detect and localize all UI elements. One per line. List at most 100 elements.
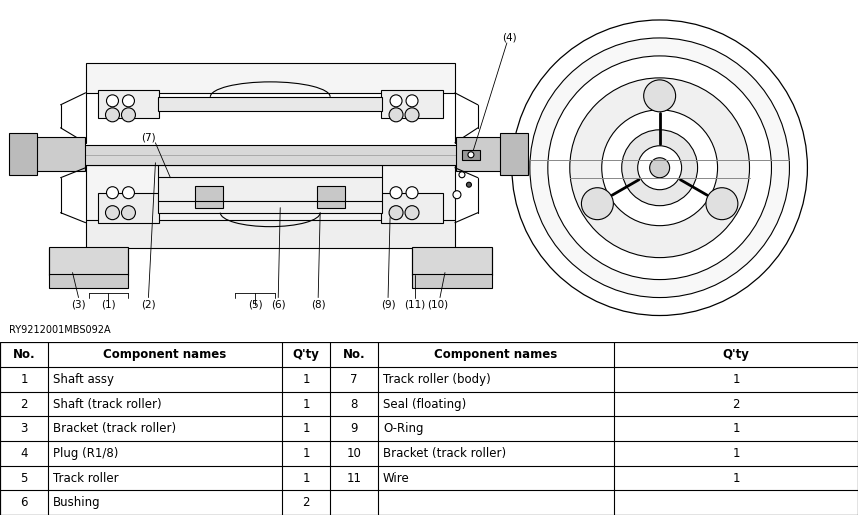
Text: 4: 4 (21, 447, 27, 460)
Bar (196, 186, 223, 208)
Text: (10): (10) (427, 300, 449, 310)
Text: 5: 5 (21, 472, 27, 485)
Bar (456, 137, 516, 171)
Bar (49, 273, 129, 287)
Circle shape (390, 187, 402, 199)
Text: (11): (11) (404, 300, 426, 310)
Bar (9, 133, 37, 175)
Circle shape (601, 110, 717, 226)
Text: Q'ty: Q'ty (722, 348, 749, 362)
Bar (381, 90, 443, 118)
Bar (86, 63, 455, 93)
Text: No.: No. (342, 348, 366, 362)
Text: Bushing: Bushing (53, 496, 100, 509)
Bar (412, 247, 492, 274)
Circle shape (467, 182, 471, 187)
Text: 3: 3 (21, 422, 27, 435)
Text: Q'ty: Q'ty (293, 348, 319, 362)
Circle shape (390, 95, 402, 107)
Text: 1: 1 (302, 447, 310, 460)
Bar (317, 186, 345, 208)
Circle shape (406, 95, 418, 107)
Circle shape (706, 187, 738, 220)
Circle shape (122, 205, 136, 220)
Text: 1: 1 (302, 422, 310, 435)
Text: 1: 1 (302, 373, 310, 386)
Text: 1: 1 (732, 373, 740, 386)
Circle shape (637, 146, 681, 190)
Bar (159, 97, 382, 111)
Bar (98, 90, 160, 118)
Circle shape (622, 130, 698, 205)
Circle shape (406, 187, 418, 199)
Text: 1: 1 (302, 398, 310, 410)
Text: 2: 2 (21, 398, 27, 410)
Text: (2): (2) (141, 300, 156, 310)
Circle shape (468, 152, 474, 158)
Text: (6): (6) (271, 300, 286, 310)
Text: Shaft (track roller): Shaft (track roller) (53, 398, 161, 410)
Bar (462, 150, 480, 160)
Bar (98, 193, 160, 222)
Text: (8): (8) (311, 300, 325, 310)
Text: Track roller (body): Track roller (body) (383, 373, 491, 386)
Bar (28, 145, 512, 165)
Bar (381, 193, 443, 222)
Text: (3): (3) (71, 300, 86, 310)
Circle shape (459, 171, 465, 178)
Circle shape (106, 95, 118, 107)
Text: 1: 1 (302, 472, 310, 485)
Text: 10: 10 (347, 447, 361, 460)
Circle shape (123, 95, 135, 107)
Circle shape (453, 191, 461, 199)
Text: 2: 2 (302, 496, 310, 509)
Text: Component names: Component names (103, 348, 227, 362)
Text: (7): (7) (141, 133, 156, 143)
Text: Bracket (track roller): Bracket (track roller) (53, 422, 176, 435)
Text: 1: 1 (732, 447, 740, 460)
Text: 1: 1 (732, 422, 740, 435)
Text: 2: 2 (732, 398, 740, 410)
Bar (500, 133, 528, 175)
Text: 6: 6 (21, 496, 27, 509)
Text: 1: 1 (21, 373, 27, 386)
Bar (86, 165, 455, 222)
Text: Wire: Wire (383, 472, 410, 485)
Text: RY9212001MBS092A: RY9212001MBS092A (9, 325, 111, 335)
Circle shape (547, 56, 771, 280)
Text: 1: 1 (732, 472, 740, 485)
Circle shape (389, 205, 403, 220)
Circle shape (106, 205, 119, 220)
Circle shape (512, 20, 807, 316)
Circle shape (123, 187, 135, 199)
Text: Bracket (track roller): Bracket (track roller) (383, 447, 506, 460)
Text: 11: 11 (347, 472, 361, 485)
Text: 9: 9 (350, 422, 358, 435)
Circle shape (582, 187, 613, 220)
Text: 7: 7 (350, 373, 358, 386)
Bar (412, 273, 492, 287)
Circle shape (106, 187, 118, 199)
Circle shape (570, 78, 750, 258)
Text: Seal (floating): Seal (floating) (383, 398, 466, 410)
Bar (86, 220, 455, 248)
Bar (159, 165, 382, 213)
Bar (13, 137, 85, 171)
Text: (4): (4) (503, 33, 517, 43)
Text: (1): (1) (101, 300, 116, 310)
Circle shape (405, 205, 419, 220)
Circle shape (389, 108, 403, 122)
Circle shape (644, 80, 675, 112)
Circle shape (405, 108, 419, 122)
Text: (9): (9) (381, 300, 396, 310)
Circle shape (530, 38, 789, 298)
Text: No.: No. (13, 348, 35, 362)
Circle shape (106, 108, 119, 122)
Text: 8: 8 (350, 398, 358, 410)
Circle shape (122, 108, 136, 122)
Circle shape (650, 158, 669, 178)
Text: O-Ring: O-Ring (383, 422, 424, 435)
Text: Shaft assy: Shaft assy (53, 373, 114, 386)
Bar (49, 247, 129, 274)
Text: Plug (R1/8): Plug (R1/8) (53, 447, 118, 460)
